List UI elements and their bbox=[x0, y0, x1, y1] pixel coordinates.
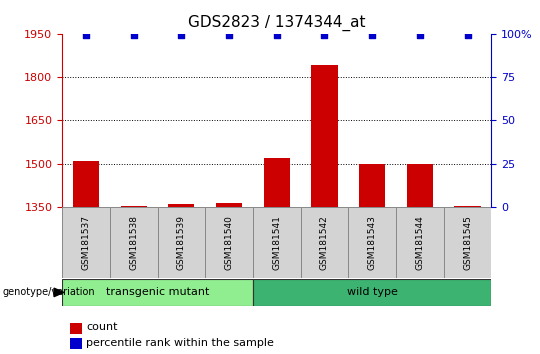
Text: count: count bbox=[86, 322, 118, 332]
Point bbox=[273, 33, 281, 38]
Bar bbox=[455, 206, 481, 207]
Text: percentile rank within the sample: percentile rank within the sample bbox=[86, 338, 274, 348]
FancyBboxPatch shape bbox=[301, 207, 348, 278]
Title: GDS2823 / 1374344_at: GDS2823 / 1374344_at bbox=[188, 15, 366, 31]
Text: GSM181539: GSM181539 bbox=[177, 215, 186, 270]
Text: GSM181537: GSM181537 bbox=[82, 215, 91, 270]
Point bbox=[225, 33, 233, 38]
Text: GSM181545: GSM181545 bbox=[463, 215, 472, 270]
Point bbox=[320, 33, 329, 38]
Bar bbox=[359, 164, 385, 207]
FancyBboxPatch shape bbox=[253, 207, 301, 278]
Bar bbox=[216, 203, 242, 207]
FancyBboxPatch shape bbox=[158, 207, 205, 278]
Text: GSM181538: GSM181538 bbox=[129, 215, 138, 270]
FancyBboxPatch shape bbox=[396, 207, 444, 278]
FancyBboxPatch shape bbox=[444, 207, 491, 278]
Bar bbox=[407, 164, 433, 207]
Point bbox=[463, 33, 472, 38]
Text: genotype/variation: genotype/variation bbox=[3, 287, 96, 297]
Point bbox=[130, 33, 138, 38]
Point bbox=[368, 33, 376, 38]
Text: GSM181544: GSM181544 bbox=[415, 215, 424, 270]
Bar bbox=[168, 204, 194, 207]
Text: GSM181540: GSM181540 bbox=[225, 215, 234, 270]
Text: GSM181541: GSM181541 bbox=[272, 215, 281, 270]
FancyBboxPatch shape bbox=[62, 207, 110, 278]
Point bbox=[416, 33, 424, 38]
Text: wild type: wild type bbox=[347, 287, 397, 297]
Text: GSM181542: GSM181542 bbox=[320, 215, 329, 270]
Point bbox=[82, 33, 90, 38]
Polygon shape bbox=[54, 288, 64, 297]
Bar bbox=[73, 161, 99, 207]
Text: transgenic mutant: transgenic mutant bbox=[106, 287, 209, 297]
FancyBboxPatch shape bbox=[110, 207, 158, 278]
Text: GSM181543: GSM181543 bbox=[368, 215, 377, 270]
Point bbox=[177, 33, 186, 38]
FancyBboxPatch shape bbox=[348, 207, 396, 278]
Bar bbox=[312, 65, 338, 207]
Bar bbox=[264, 158, 290, 207]
FancyBboxPatch shape bbox=[205, 207, 253, 278]
FancyBboxPatch shape bbox=[62, 279, 253, 306]
FancyBboxPatch shape bbox=[253, 279, 491, 306]
Bar bbox=[120, 206, 147, 207]
